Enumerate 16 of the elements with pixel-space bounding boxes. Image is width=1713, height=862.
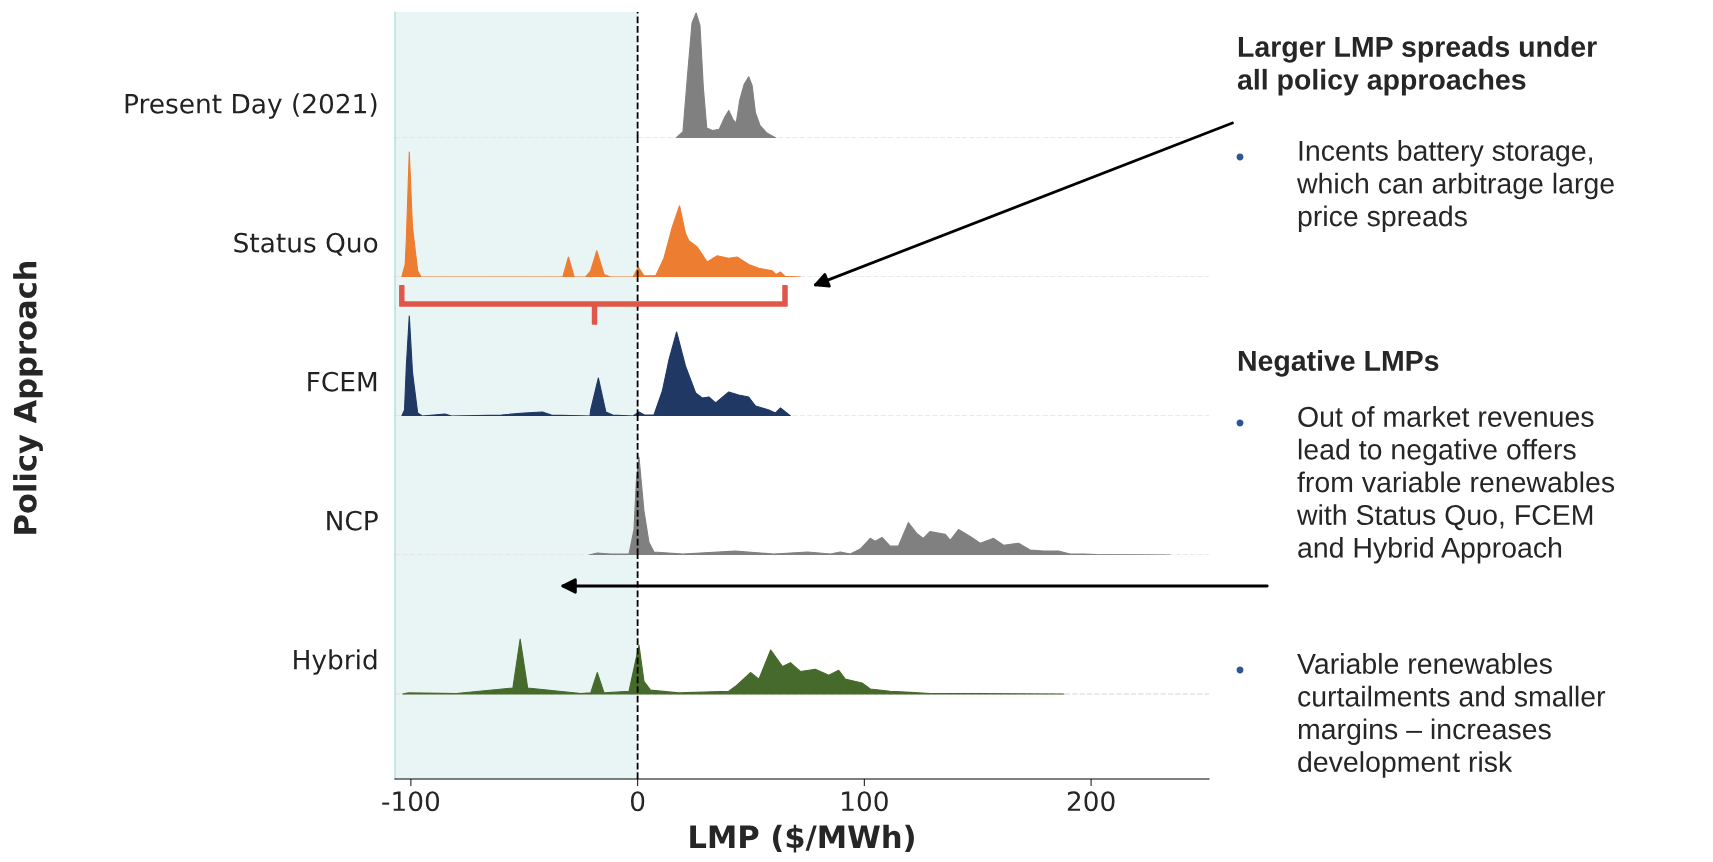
x-tick-label: 100 <box>842 791 888 812</box>
x-tick-label: -100 <box>382 791 440 812</box>
text: Policy Approach <box>13 261 43 534</box>
x-tick-label: 200 <box>1067 791 1115 812</box>
x-tick-label: 0 <box>630 791 645 812</box>
text: Negative LMPs <box>1238 350 1439 377</box>
text: Incents battery storage, which can arbitrage large price spreads <box>1296 140 1614 232</box>
text: Out of market revenues lead to negative offers from variable renewables with Status Quo, FCEM and Hybrid Approach <box>1296 406 1615 564</box>
text: Variable renewables curtailments and smaller margins – increases development risk <box>1297 653 1606 778</box>
text: Present Day (2021) <box>125 93 377 119</box>
series-label: Hybrid <box>294 649 377 675</box>
text: NCP <box>327 510 378 531</box>
series-label: Status Quo <box>234 232 378 256</box>
series-label: FCEM <box>308 371 377 392</box>
x-axis-title: LMP ($/MWh) <box>690 824 914 853</box>
text: Larger LMP spreads under all policy approaches <box>1237 36 1597 96</box>
